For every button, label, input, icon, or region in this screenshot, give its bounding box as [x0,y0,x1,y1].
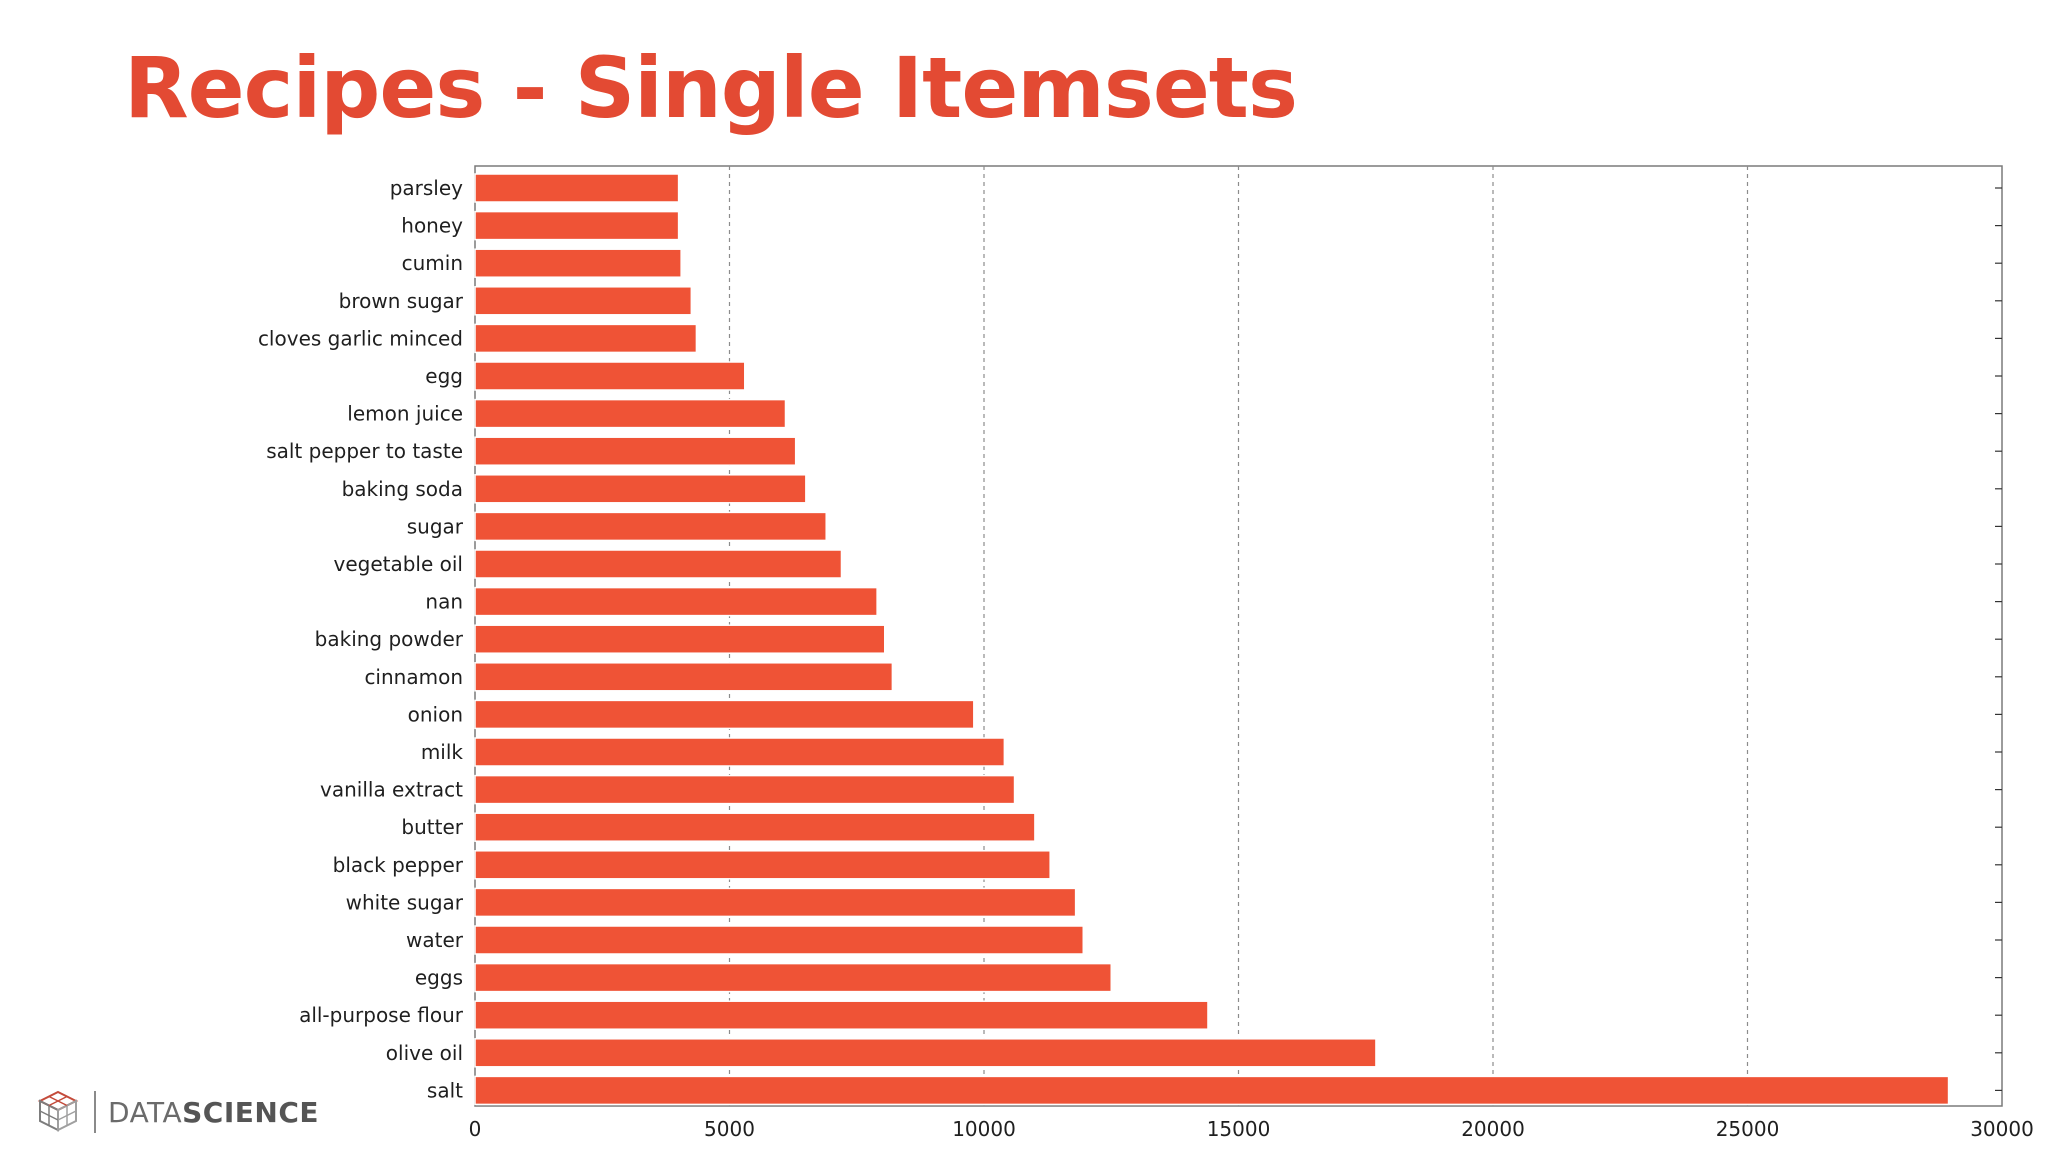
category-label: honey [401,214,463,238]
category-label: water [406,928,464,952]
bar-all-purpose-flour [474,1000,1209,1030]
bar-lemon-juice [474,398,787,429]
logo-text-science: SCIENCE [182,1095,320,1129]
bar-vegetable-oil [474,549,843,579]
category-label: cumin [402,251,463,275]
logo-wordmark: DATASCIENCE [108,1096,319,1129]
category-label: baking soda [342,477,463,501]
bar-baking-soda [474,474,807,504]
logo-divider [94,1091,96,1133]
category-label: egg [425,364,463,388]
logo-text-data: DATA [108,1095,183,1129]
category-label: butter [401,815,463,839]
category-label: nan [425,590,463,614]
bar-white-sugar [474,887,1077,918]
bar-egg [474,361,746,391]
slide-title: Recipes - Single Itemsets [124,39,1298,137]
bar-nan [474,586,878,617]
x-tick-label: 20000 [1461,1117,1525,1141]
category-label: black pepper [333,853,464,877]
bar-black-pepper [474,850,1051,880]
bar-cinnamon [474,662,894,692]
grid-lines [728,166,2002,1106]
category-label: vanilla extract [320,778,463,802]
category-label: brown sugar [339,289,464,313]
bar-butter [474,812,1036,842]
bar-cloves-garlic-minced [474,323,698,354]
category-label: sugar [407,514,464,538]
category-label: milk [421,740,464,764]
bar-parsley [474,173,680,203]
x-axis-ticks: 0 5000 10000 15000 20000 25000 30000 [469,1117,2034,1141]
bar-baking-powder [474,624,886,654]
x-tick-label: 0 [469,1117,482,1141]
category-label: salt [427,1078,463,1102]
category-label: cloves garlic minced [258,326,463,350]
x-tick-label: 30000 [1970,1117,2034,1141]
category-label: parsley [390,176,463,200]
x-tick-label: 10000 [952,1117,1016,1141]
bar-onion [474,699,975,730]
category-label: white sugar [346,890,464,914]
bar-olive-oil [474,1038,1377,1068]
x-tick-label: 15000 [1207,1117,1271,1141]
bar-vanilla-extract [474,774,1016,805]
bar-sugar [474,511,827,542]
bar-milk [474,737,1006,767]
bar-eggs [474,962,1112,993]
category-labels: parsley honey cumin brown sugar cloves garli… [258,176,464,1102]
datascience-logo: DATASCIENCE [32,1086,319,1138]
x-tick-label: 5000 [704,1117,755,1141]
bar-brown-sugar [474,286,693,316]
x-tick-label: 25000 [1716,1117,1780,1141]
category-label: cinnamon [364,665,463,689]
bar-cumin [474,248,682,278]
bar-salt [474,1075,1950,1106]
bar-water [474,925,1085,955]
bar-honey [474,210,680,241]
bar-salt-pepper-to-taste [474,436,797,466]
category-label: baking powder [315,627,464,651]
bars [474,173,1950,1106]
cube-logo-icon [37,1090,79,1132]
category-label: lemon juice [347,402,463,426]
category-label: olive oil [386,1041,463,1065]
category-label: all-purpose flour [299,1003,464,1027]
category-label: salt pepper to taste [266,439,463,463]
category-label: vegetable oil [333,552,463,576]
category-label: onion [408,702,463,726]
category-label: eggs [415,966,463,990]
